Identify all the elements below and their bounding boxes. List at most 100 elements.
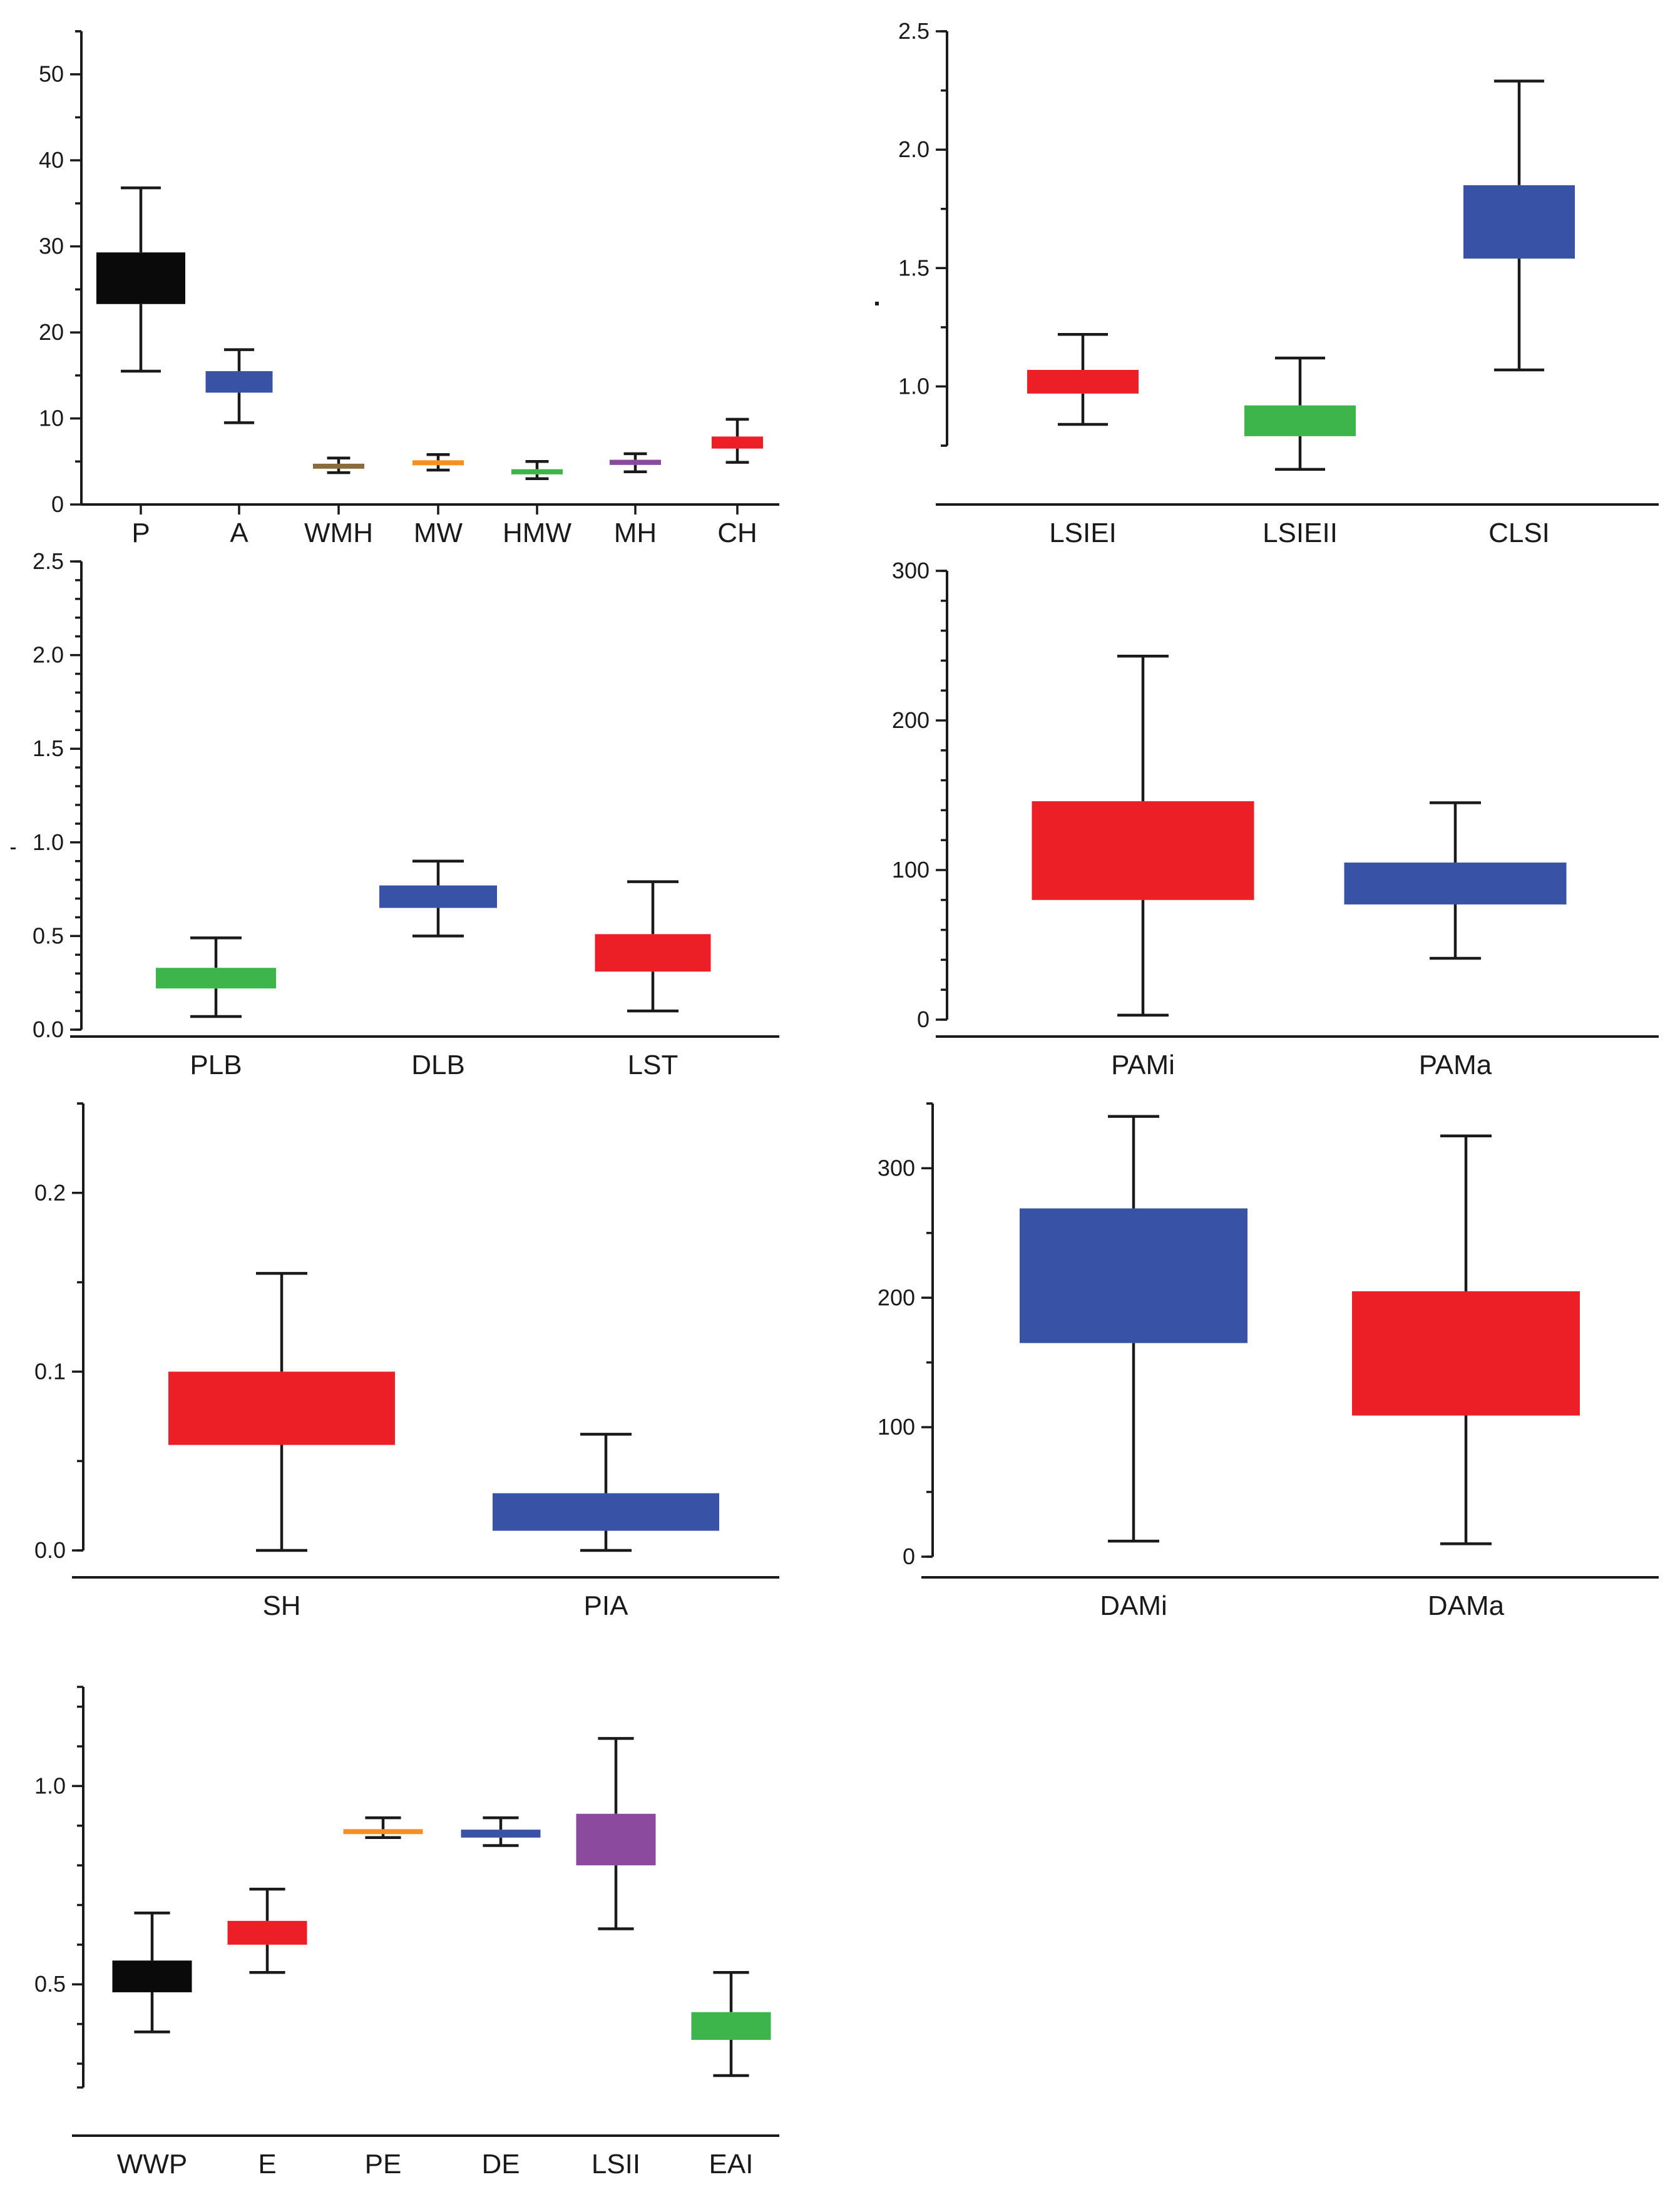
category-label: WWP bbox=[117, 2149, 187, 2179]
box-body bbox=[1020, 1208, 1247, 1343]
box-dami: DAMi bbox=[1020, 1115, 1247, 1621]
category-label: DAMi bbox=[1100, 1590, 1167, 1621]
category-label: EAI bbox=[709, 2149, 754, 2179]
box-body bbox=[1344, 863, 1567, 904]
box-dama: DAMa bbox=[1352, 1134, 1580, 1621]
y-tick-label: 20 bbox=[39, 319, 64, 345]
y-tick-label: 30 bbox=[39, 233, 64, 259]
box-body bbox=[168, 1371, 395, 1445]
box-body bbox=[1352, 1291, 1580, 1416]
y-tick-label: 10 bbox=[39, 406, 64, 431]
y-tick-label: 2.5 bbox=[33, 548, 64, 574]
box-body bbox=[461, 1830, 541, 1838]
category-label: PIA bbox=[584, 1590, 629, 1621]
category-label: SH bbox=[262, 1590, 300, 1621]
box-p: P bbox=[96, 186, 185, 548]
category-label: PLB bbox=[190, 1050, 242, 1080]
category-label: LSIEI bbox=[1049, 518, 1117, 548]
box-plb: PLB bbox=[156, 936, 276, 1080]
y-tick-label: 100 bbox=[878, 1414, 915, 1440]
category-label: E bbox=[258, 2149, 276, 2179]
y-tick-label: 2.0 bbox=[898, 136, 930, 162]
box-pe: PE bbox=[343, 1816, 423, 2179]
panel-6: 0 100 200 300 DAMi DAMa bbox=[878, 1102, 1659, 1621]
y-tick-label: 0.0 bbox=[33, 1017, 64, 1042]
category-label: CLSI bbox=[1488, 518, 1550, 548]
category-label: MW bbox=[414, 518, 463, 548]
box-pia: PIA bbox=[493, 1433, 719, 1621]
box-lsii: LSII bbox=[576, 1737, 656, 2179]
y-tick-label: 40 bbox=[39, 147, 64, 173]
box-ch: CH bbox=[712, 417, 763, 548]
panel-7: 0.5 1.0 WWP E PE DE LSII EAI bbox=[34, 1686, 779, 2179]
category-label: WMH bbox=[304, 518, 373, 548]
box-body bbox=[1032, 801, 1254, 900]
stray-dot bbox=[875, 302, 879, 305]
y-tick-label: 200 bbox=[878, 1284, 915, 1310]
y-tick-label: 0.2 bbox=[34, 1180, 66, 1206]
box-lsiei: LSIEI bbox=[1027, 332, 1139, 548]
box-pama: PAMa bbox=[1344, 801, 1567, 1080]
panel-2: 1.0 1.5 2.0 2.5 LSIEI LSIEII CLSI bbox=[875, 18, 1659, 548]
box-sh: SH bbox=[168, 1272, 395, 1621]
y-tick-label: 1.0 bbox=[898, 373, 930, 399]
y-tick-label: 1.5 bbox=[33, 735, 64, 761]
box-de: DE bbox=[461, 1816, 541, 2179]
box-body bbox=[511, 469, 563, 474]
y-tick-label: 1.0 bbox=[34, 1773, 66, 1798]
box-body bbox=[1027, 369, 1139, 394]
category-label: LSIEII bbox=[1263, 518, 1338, 548]
box-dlb: DLB bbox=[379, 859, 497, 1080]
category-label: PAMa bbox=[1419, 1050, 1492, 1080]
box-body bbox=[610, 459, 661, 465]
category-label: MH bbox=[614, 518, 657, 548]
box-hmw: HMW bbox=[503, 460, 571, 548]
y-tick-label: 300 bbox=[892, 558, 930, 583]
box-a: A bbox=[205, 348, 273, 548]
box-body bbox=[595, 934, 711, 972]
category-label: DAMa bbox=[1428, 1590, 1505, 1621]
box-body bbox=[493, 1493, 719, 1531]
y-tick-label: 2.0 bbox=[33, 642, 64, 668]
category-label: LSII bbox=[592, 2149, 640, 2179]
y-tick-label: 0 bbox=[51, 491, 64, 517]
y-tick-label: 0.5 bbox=[33, 923, 64, 948]
box-clsi: CLSI bbox=[1463, 79, 1575, 548]
box-mw: MW bbox=[412, 453, 464, 548]
box-wwp: WWP bbox=[112, 1911, 192, 2179]
box-body bbox=[227, 1920, 307, 1945]
y-tick-label: 2.5 bbox=[898, 18, 930, 44]
y-tick-label: 0 bbox=[917, 1006, 930, 1032]
box-wmh: WMH bbox=[304, 456, 373, 548]
panel-4: 0 100 200 300 PAMi PAMa bbox=[892, 558, 1659, 1080]
category-label: P bbox=[131, 518, 150, 548]
box-e: E bbox=[227, 1887, 307, 2179]
category-label: PE bbox=[365, 2149, 402, 2179]
panel-3: 0.0 0.5 1.0 1.5 2.0 2.5 PLB DLB LST bbox=[11, 548, 779, 1080]
category-label: DE bbox=[481, 2149, 520, 2179]
box-body bbox=[205, 371, 273, 393]
y-tick-label: 200 bbox=[892, 707, 930, 733]
box-body bbox=[379, 885, 497, 908]
box-pami: PAMi bbox=[1032, 654, 1254, 1080]
y-tick-label: 1.5 bbox=[898, 255, 930, 280]
box-lst: LST bbox=[595, 880, 711, 1080]
y-tick-label: 50 bbox=[39, 61, 64, 87]
y-tick-label: 0.1 bbox=[34, 1358, 66, 1384]
y-tick-label: 0.0 bbox=[34, 1537, 66, 1563]
box-eai: EAI bbox=[691, 1970, 771, 2179]
category-label: HMW bbox=[503, 518, 571, 548]
box-body bbox=[112, 1960, 192, 1992]
box-body bbox=[412, 460, 464, 466]
y-tick-label: 1.0 bbox=[33, 829, 64, 855]
box-lsieii: LSIEII bbox=[1244, 356, 1356, 548]
panel-1: 0 10 20 30 40 50 P A WMH MW HMW MH CH bbox=[39, 30, 779, 548]
box-mh: MH bbox=[610, 452, 661, 548]
y-tick-label: 0.5 bbox=[34, 1971, 66, 1997]
box-body bbox=[576, 1813, 656, 1866]
stray-dash bbox=[11, 848, 16, 849]
category-label: PAMi bbox=[1111, 1050, 1175, 1080]
box-body bbox=[712, 436, 763, 449]
box-body bbox=[691, 2012, 771, 2040]
